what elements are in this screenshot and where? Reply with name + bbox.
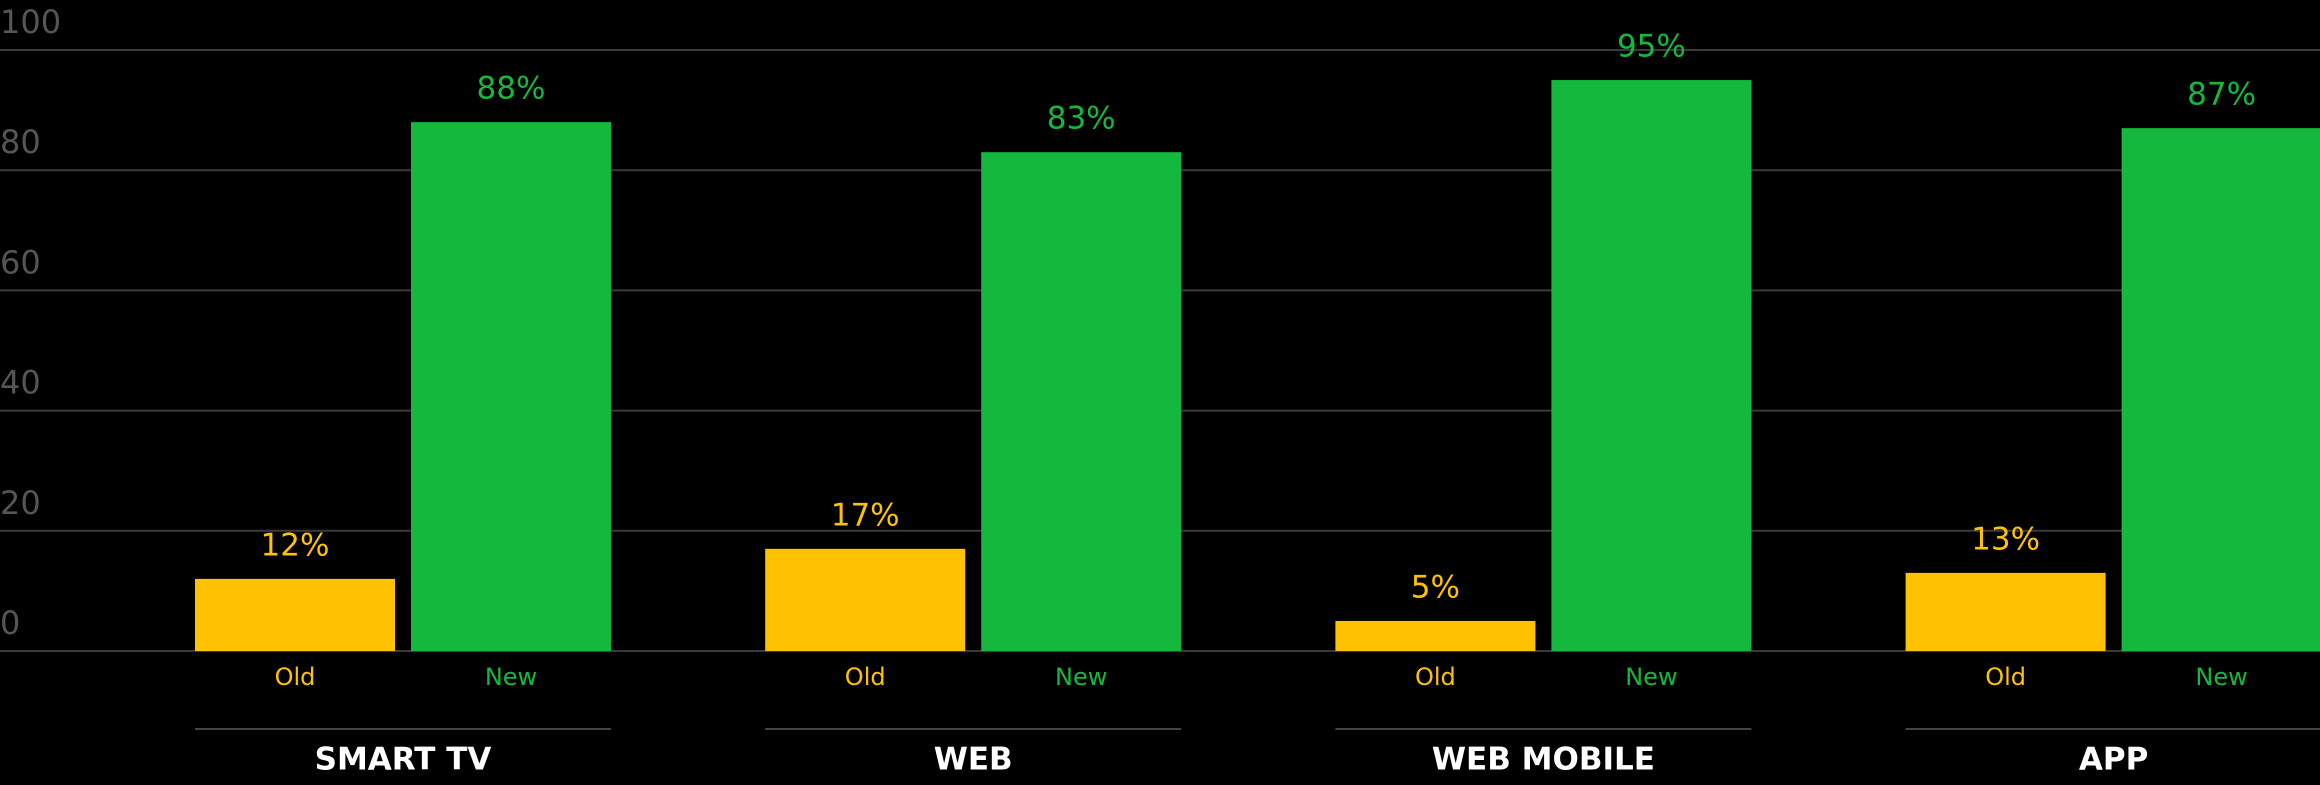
category-label: APP [2079, 742, 2148, 778]
series-label: Old [275, 663, 316, 691]
category-label: WEB [934, 742, 1013, 778]
y-tick-label: 20 [0, 484, 41, 522]
value-label: 83% [1047, 101, 1116, 137]
value-label: 13% [1971, 521, 2040, 557]
bar [981, 152, 1182, 652]
bar [411, 122, 611, 652]
bar [1905, 572, 2106, 651]
y-tick-label: 40 [0, 364, 41, 402]
series-label: Old [845, 663, 886, 691]
category-label: SMART TV [315, 742, 492, 778]
value-label: 88% [477, 71, 546, 107]
series-label: New [1055, 663, 1107, 691]
value-label: 95% [1617, 29, 1686, 65]
bar [195, 578, 395, 651]
value-label: 12% [261, 527, 330, 563]
y-tick-label: 60 [0, 243, 41, 281]
bar [1335, 620, 1536, 651]
bar [1551, 80, 1752, 652]
y-tick-label: 100 [0, 3, 61, 41]
y-tick-label: 0 [0, 604, 20, 642]
series-label: Old [1985, 663, 2026, 691]
category-label: WEB MOBILE [1432, 742, 1655, 778]
value-label: 17% [831, 497, 900, 533]
value-label: 5% [1411, 569, 1460, 605]
series-label: New [485, 663, 537, 691]
series-label: Old [1415, 663, 1456, 691]
bar [765, 548, 966, 651]
value-label: 87% [2187, 77, 2256, 113]
bar [2121, 128, 2320, 651]
series-label: New [1625, 663, 1677, 691]
y-tick-label: 80 [0, 123, 41, 161]
series-label: New [2195, 663, 2247, 691]
